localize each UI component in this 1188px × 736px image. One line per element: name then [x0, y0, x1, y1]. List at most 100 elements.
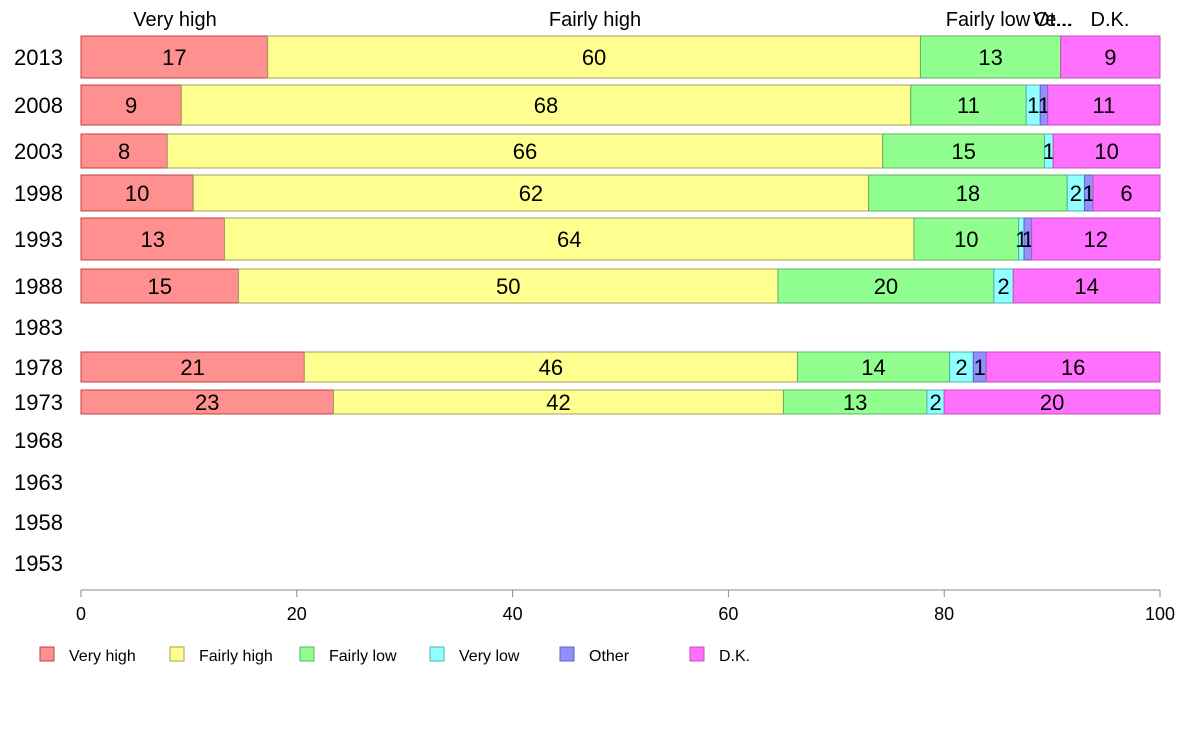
data-label: 13	[141, 227, 165, 252]
bar-segment	[80, 217, 226, 261]
data-label: 21	[180, 355, 204, 380]
top-label: Ot...	[1034, 9, 1072, 31]
legend-swatch	[299, 646, 315, 662]
data-label: 6	[1120, 181, 1132, 206]
y-tick-label: 1958	[14, 510, 63, 535]
bar-segment	[80, 268, 240, 304]
data-label: 1	[1038, 93, 1050, 118]
bar-segment	[80, 351, 305, 383]
bar-segment	[882, 133, 1046, 169]
y-tick-label: 1968	[14, 428, 63, 453]
data-label: 66	[513, 139, 537, 164]
data-label: 2	[997, 274, 1009, 299]
y-tick-label: 1963	[14, 470, 63, 495]
bar-segment	[1031, 217, 1161, 261]
data-label: 8	[118, 139, 130, 164]
bar-segment	[267, 35, 921, 79]
x-tick-label: 60	[718, 604, 738, 624]
data-label: 18	[956, 181, 980, 206]
data-label: 15	[148, 274, 172, 299]
data-label: 68	[534, 93, 558, 118]
data-label: 2	[1070, 181, 1082, 206]
legend-label: D.K.	[719, 648, 750, 665]
bar-segment	[80, 133, 168, 169]
legend-label: Fairly high	[199, 648, 273, 665]
data-label: 64	[557, 227, 581, 252]
data-label: 23	[195, 390, 219, 415]
top-label: Fairly high	[549, 9, 641, 31]
data-label: 1	[1022, 227, 1034, 252]
bar-segment	[332, 389, 784, 415]
bar-segment	[80, 84, 182, 126]
data-label: 12	[1084, 227, 1108, 252]
bar-segment	[868, 174, 1068, 212]
bar-segment	[985, 351, 1161, 383]
bar-segment	[943, 389, 1161, 415]
data-label: 62	[519, 181, 543, 206]
top-label: Fairly low	[946, 9, 1031, 31]
data-label: 1	[974, 355, 986, 380]
legend-swatch	[559, 646, 575, 662]
x-axis: 0 20 40 60 80 100	[76, 589, 1175, 624]
data-label: 10	[125, 181, 149, 206]
data-label: 60	[582, 45, 606, 70]
data-label: 1	[1043, 139, 1055, 164]
legend-label: Other	[589, 648, 630, 665]
y-tick-label: 1978	[14, 355, 63, 380]
legend-label: Fairly low	[329, 648, 397, 665]
top-labels: Very high Fairly high Fairly low Ve...Ot...…	[133, 9, 1129, 31]
bar-segment	[238, 268, 779, 304]
data-label: 15	[951, 139, 975, 164]
data-label: 10	[1094, 139, 1118, 164]
bar-segment	[180, 84, 912, 126]
data-label: 20	[1040, 390, 1064, 415]
bar-segment	[777, 268, 995, 304]
top-label: Very high	[133, 9, 216, 31]
y-tick-label: 1983	[14, 315, 63, 340]
bar-segment	[1047, 84, 1161, 126]
bar-segment	[796, 351, 951, 383]
data-label: 2	[955, 355, 967, 380]
data-label: 46	[539, 355, 563, 380]
bar-segment	[913, 217, 1020, 261]
legend-swatch	[169, 646, 185, 662]
legend-swatch	[429, 646, 445, 662]
bar-segment	[910, 84, 1027, 126]
bar-segment	[166, 133, 884, 169]
bar-segment	[1060, 35, 1161, 79]
data-label: 9	[1104, 45, 1116, 70]
legend-label: Very low	[459, 648, 520, 665]
data-label: 11	[1092, 93, 1115, 118]
y-tick-label: 1988	[14, 274, 63, 299]
bar-segment	[1052, 133, 1161, 169]
y-tick-label: 2008	[14, 93, 63, 118]
data-label: 13	[978, 45, 1002, 70]
x-tick-label: 100	[1145, 604, 1175, 624]
bar-segment	[224, 217, 915, 261]
data-label: 14	[861, 355, 885, 380]
top-label: D.K.	[1091, 9, 1130, 31]
bar-segment	[1092, 174, 1161, 212]
legend-label: Very high	[69, 648, 136, 665]
x-tick-label: 20	[287, 604, 307, 624]
y-tick-label: 1998	[14, 181, 63, 206]
data-label: 13	[843, 390, 867, 415]
data-label: 17	[162, 45, 186, 70]
legend-swatch	[39, 646, 55, 662]
data-label: 1	[1027, 93, 1039, 118]
data-label: 20	[874, 274, 898, 299]
data-label: 11	[957, 93, 980, 118]
x-tick-label: 40	[503, 604, 523, 624]
y-tick-label: 2003	[14, 139, 63, 164]
data-label: 1	[1083, 181, 1095, 206]
y-tick-label: 1993	[14, 227, 63, 252]
y-tick-label: 1973	[14, 390, 63, 415]
y-tick-label: 1953	[14, 551, 63, 576]
legend-swatch	[689, 646, 705, 662]
x-tick-label: 0	[76, 604, 86, 624]
x-tick-label: 80	[934, 604, 954, 624]
data-label: 42	[546, 390, 570, 415]
y-tick-label: 2013	[14, 45, 63, 70]
